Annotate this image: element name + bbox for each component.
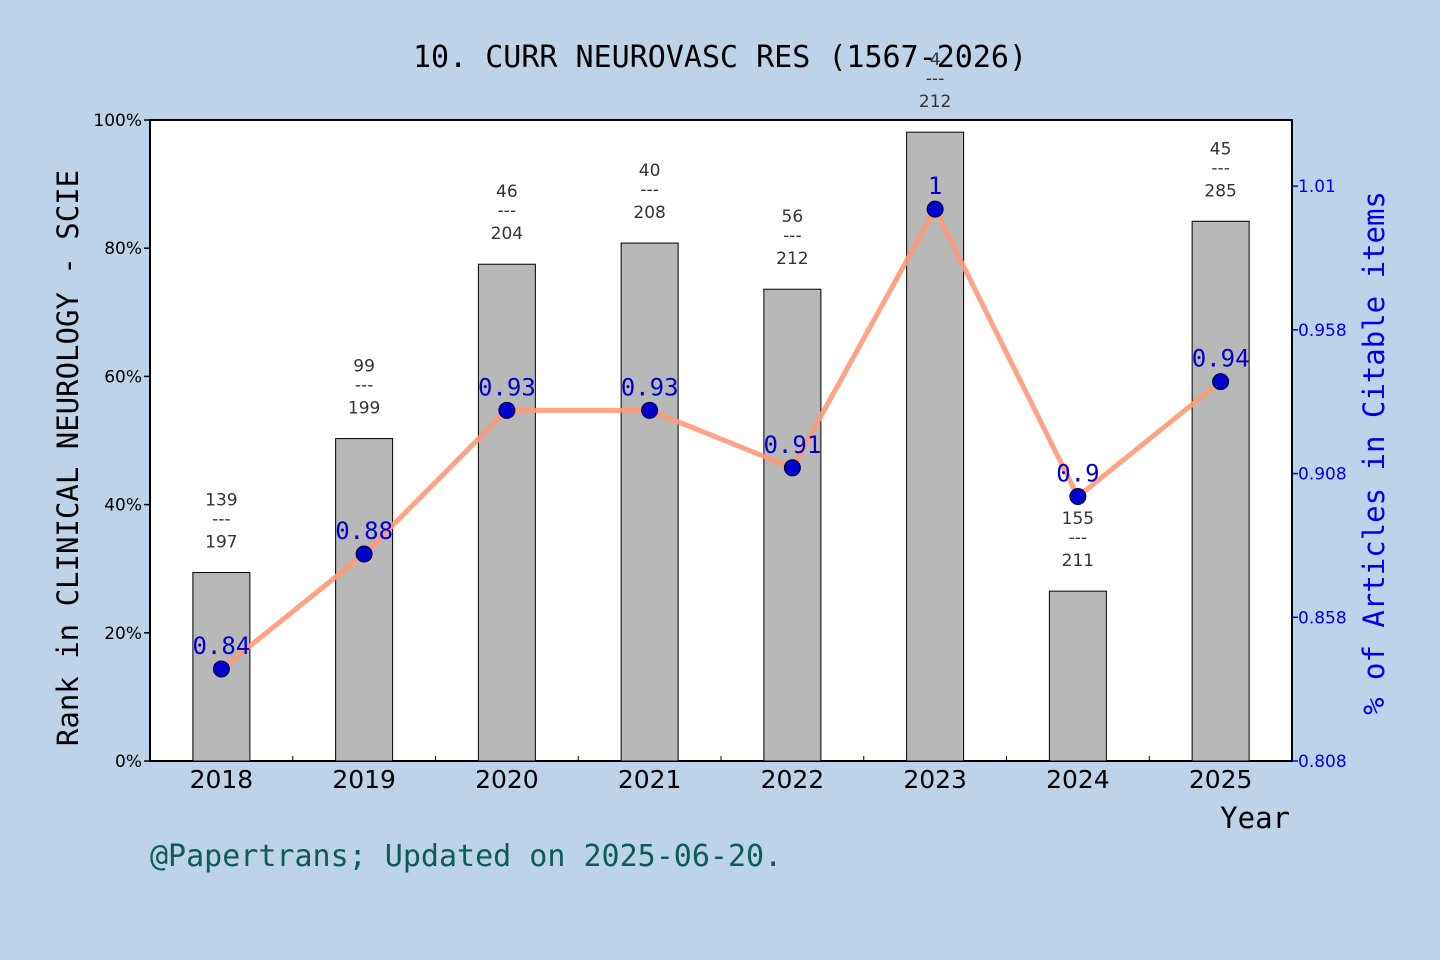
bar-2023 [906,131,965,762]
y-tick-label: 0% [115,752,142,772]
ratio-label: 0.9 [1056,460,1099,488]
ratio-label: 0.91 [763,431,821,459]
line-layer: 0.84 0.88 0.93 0.93 0.91 1 0.9 0.94 [192,172,1250,678]
bar-2025 [1191,220,1250,762]
y-tick-label: 80% [104,239,142,259]
ratio-label: 0.94 [1192,345,1250,373]
chart-title: 10. CURR NEUROVASC RES (1567-2026) [413,40,1027,75]
y2-tick-label: 0.908 [1298,465,1347,485]
footer-credit: @Papertrans; Updated on 2025-06-20. [150,839,782,874]
y-tick-label: 20% [104,624,142,644]
bar-label-separator: --- [212,510,230,530]
bar-label-denominator: 212 [919,92,951,112]
y2-tick-label: 0.858 [1298,608,1347,628]
bar-2021 [620,242,679,762]
bar-2020 [477,263,536,762]
axes-layer: 0% 20% 40% 60% 80% 100% 0.808 0.858 0.908 0.958 1.… [93,111,1346,794]
bar-label-numerator: 99 [353,357,375,377]
ratio-label: 0.88 [335,517,393,545]
bar-label-denominator: 204 [491,224,523,244]
ratio-point-2024 [1069,488,1087,506]
ratio-point-2021 [641,401,659,419]
ratio-label: 0.84 [192,632,250,660]
bar-2022 [763,288,822,762]
bar-label-separator: --- [783,226,801,246]
ratio-point-2023 [926,200,944,218]
y2-tick-label: 1.01 [1298,177,1336,197]
bar-label-separator: --- [355,376,373,396]
y-tick-label: 100% [93,111,142,131]
bar-label-numerator: 45 [1210,139,1232,159]
x-tick-label: 2025 [1189,765,1253,794]
y2-axis-label: % of Articles in Citable items [1357,191,1391,715]
bar-label-denominator: 197 [205,533,237,553]
bar-label-denominator: 199 [348,399,380,419]
ratio-point-2020 [498,401,516,419]
x-tick-label: 2024 [1046,765,1110,794]
ratio-label: 0.93 [621,373,679,401]
bar-label-denominator: 211 [1062,551,1094,571]
ratio-point-2019 [355,545,373,563]
bar-label-numerator: 40 [639,161,661,181]
bar-label-separator: --- [1069,528,1087,548]
ratio-point-2018 [212,660,230,678]
bar-label-separator: --- [640,180,658,200]
bar-2019 [335,438,394,762]
x-tick-label: 2023 [903,765,967,794]
bar-label-denominator: 208 [633,203,665,223]
bar-label-separator: --- [1211,158,1229,178]
ratio-label: 0.93 [478,373,536,401]
x-tick-label: 2022 [761,765,825,794]
y-axis-label: Rank in CLINICAL NEUROLOGY - SCIE [51,170,85,746]
y-tick-label: 60% [104,367,142,387]
bar-2024 [1048,590,1107,762]
ratio-point-2025 [1212,373,1230,391]
x-tick-label: 2019 [332,765,396,794]
bar-label-numerator: 46 [496,182,518,202]
bar-label-separator: --- [926,69,944,89]
x-axis-label: Year [1220,801,1290,835]
x-tick-label: 2020 [475,765,539,794]
ratio-label: 1 [928,172,942,200]
bar-label-numerator: 139 [205,491,237,511]
y2-tick-label: 0.808 [1298,752,1347,772]
y2-tick-label: 0.958 [1298,321,1347,341]
bar-label-denominator: 212 [776,249,808,269]
bar-label-separator: --- [498,201,516,221]
bar-label-numerator: 4 [930,50,941,70]
bar-label-numerator: 56 [782,207,804,227]
y-tick-label: 40% [104,496,142,516]
bar-label-numerator: 155 [1062,509,1094,529]
x-tick-label: 2021 [618,765,682,794]
bar-label-denominator: 285 [1204,181,1236,201]
x-tick-label: 2018 [190,765,254,794]
ratio-point-2022 [783,459,801,477]
ratio-line [219,206,1223,671]
